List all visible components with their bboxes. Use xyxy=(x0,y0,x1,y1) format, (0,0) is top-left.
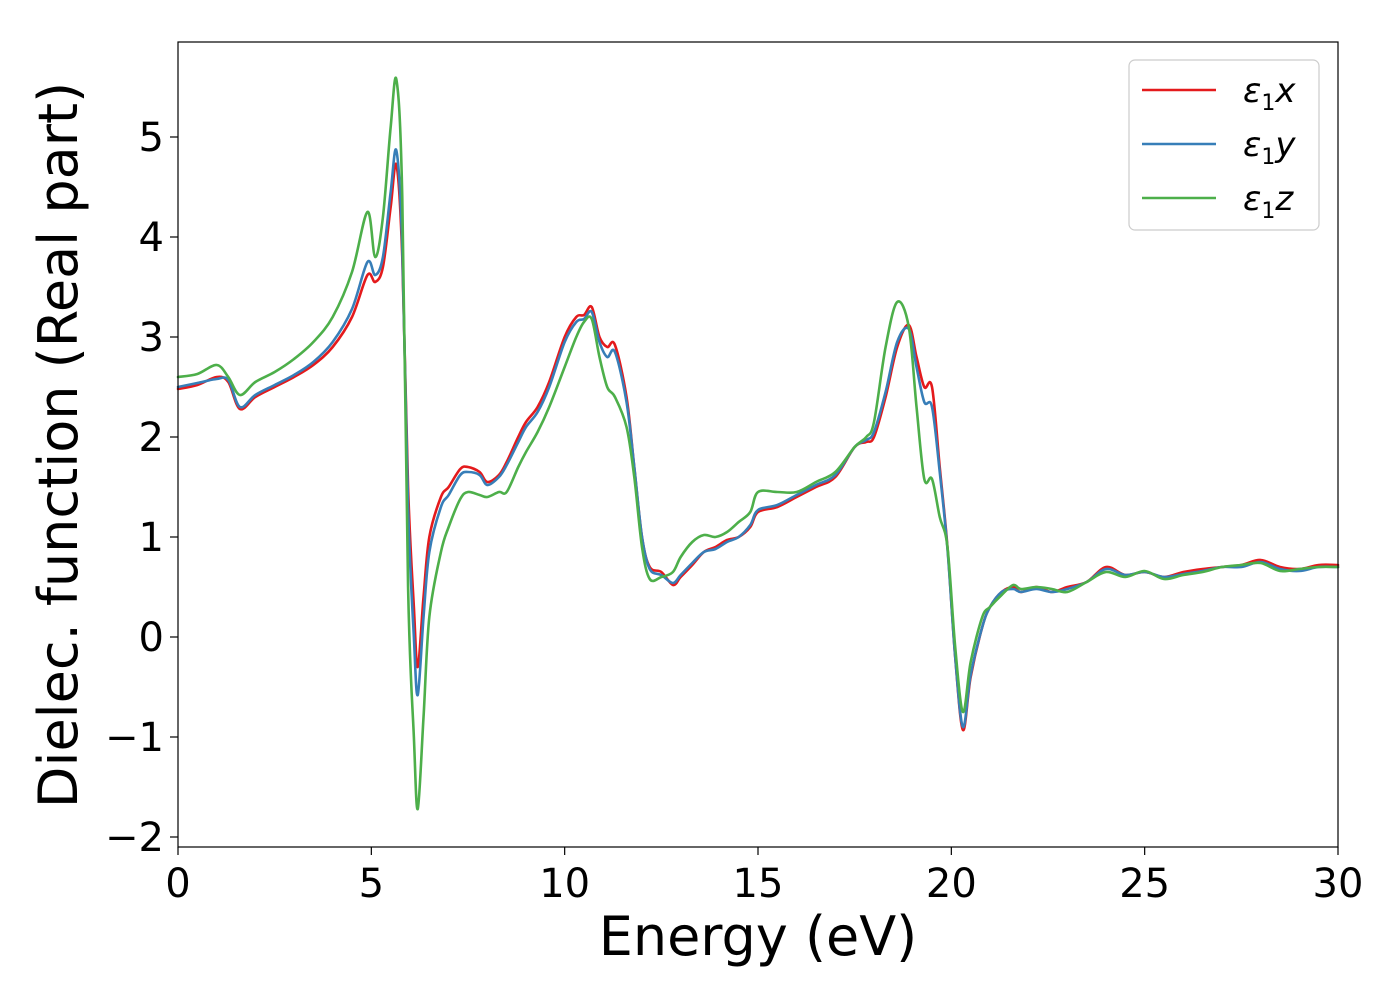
y-tick-label: 1 xyxy=(139,515,164,561)
y-tick-label: 0 xyxy=(139,615,164,661)
y-axis-ticks: −2 −1 0 1 2 3 4 5 xyxy=(105,115,178,861)
x-tick-label: 5 xyxy=(359,861,384,907)
legend-label-z: ε1z xyxy=(1243,179,1294,224)
legend-subscript: 1 xyxy=(1261,199,1275,224)
y-tick-label: 3 xyxy=(139,315,164,361)
x-tick-label: 10 xyxy=(539,861,590,907)
x-tick-label: 25 xyxy=(1119,861,1170,907)
legend-label-y: ε1y xyxy=(1243,125,1296,170)
x-tick-label: 20 xyxy=(926,861,977,907)
y-tick-label: 2 xyxy=(139,415,164,461)
y-tick-label: −1 xyxy=(105,715,164,761)
legend-symbol: ε xyxy=(1243,71,1261,111)
series-line-z xyxy=(176,76,1340,811)
x-tick-label: 15 xyxy=(733,861,784,907)
x-tick-label: 30 xyxy=(1313,861,1364,907)
y-tick-label: 4 xyxy=(139,215,164,261)
x-axis-ticks: 0 5 10 15 20 25 30 xyxy=(165,847,1363,907)
y-axis-title: Dielec. function (Real part) xyxy=(27,82,90,808)
legend-subscript: 1 xyxy=(1261,145,1275,170)
y-tick-label: 5 xyxy=(139,115,164,161)
legend-subscript: 1 xyxy=(1261,91,1275,116)
series-layer xyxy=(176,76,1340,811)
legend-symbol: ε xyxy=(1243,179,1261,219)
x-axis-title: Energy (eV) xyxy=(599,905,918,968)
y-tick-label: −2 xyxy=(105,815,164,861)
legend-variable: y xyxy=(1274,125,1296,165)
legend-box xyxy=(1128,59,1320,231)
legend-variable: z xyxy=(1274,179,1294,219)
legend-variable: x xyxy=(1274,71,1296,111)
legend-label-x: ε1x xyxy=(1243,71,1296,116)
legend-symbol: ε xyxy=(1243,125,1261,165)
x-tick-label: 0 xyxy=(165,861,190,907)
